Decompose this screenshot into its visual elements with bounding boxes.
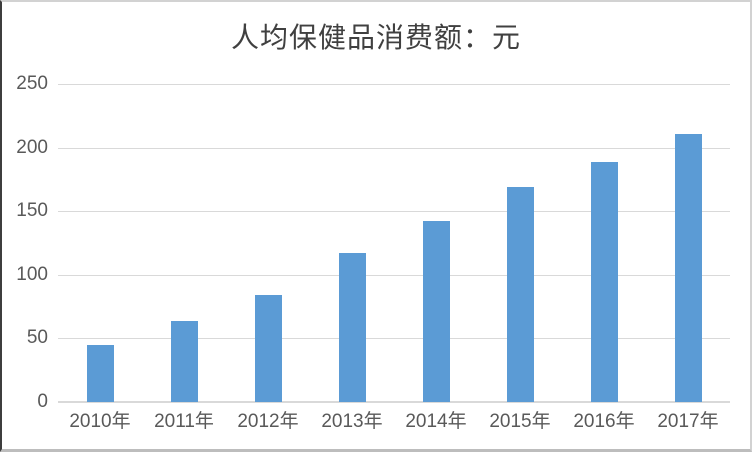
y-tick-label-200: 200 bbox=[16, 136, 48, 158]
y-tick-label-150: 150 bbox=[16, 200, 48, 222]
x-tick-label-2013年: 2013年 bbox=[321, 411, 383, 432]
y-tick-label-100: 100 bbox=[16, 263, 48, 285]
x-tick-label-2011年: 2011年 bbox=[154, 411, 214, 432]
bar-2012年 bbox=[254, 295, 282, 402]
bar-2017年 bbox=[674, 133, 702, 402]
x-tick-label-2015年: 2015年 bbox=[489, 411, 551, 432]
chart-title: 人均保健品消费额：元 bbox=[230, 22, 521, 53]
bar-2010年 bbox=[86, 344, 114, 402]
bar-2011年 bbox=[170, 320, 198, 402]
bar-2016年 bbox=[590, 161, 618, 402]
gridline bbox=[58, 338, 730, 340]
bar-2013年 bbox=[338, 253, 366, 402]
x-tick-label-2017年: 2017年 bbox=[657, 411, 719, 432]
y-tick-label-50: 50 bbox=[26, 327, 48, 349]
x-tick-label-2010年: 2010年 bbox=[69, 411, 131, 432]
x-tick-label-2012年: 2012年 bbox=[237, 411, 299, 432]
y-tick-label-0: 0 bbox=[37, 391, 48, 412]
x-tick-label-2016年: 2016年 bbox=[573, 411, 635, 432]
x-tick-label-2014年: 2014年 bbox=[405, 411, 467, 432]
bar-2015年 bbox=[506, 187, 534, 402]
x-axis-line bbox=[58, 401, 730, 403]
gridline bbox=[58, 274, 730, 276]
gridline bbox=[58, 147, 730, 149]
gridline bbox=[58, 211, 730, 213]
bar-2014年 bbox=[422, 221, 450, 402]
y-tick-label-250: 250 bbox=[16, 73, 48, 94]
gridline bbox=[58, 84, 730, 85]
